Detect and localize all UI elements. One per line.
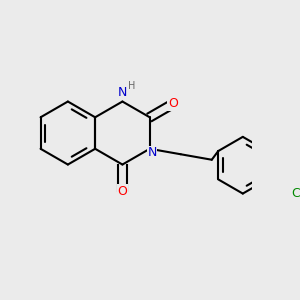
- Text: O: O: [168, 98, 178, 110]
- Text: N: N: [148, 146, 157, 159]
- Text: Cl: Cl: [291, 188, 300, 200]
- Text: O: O: [118, 185, 128, 198]
- Text: H: H: [128, 81, 136, 91]
- Text: N: N: [118, 86, 127, 99]
